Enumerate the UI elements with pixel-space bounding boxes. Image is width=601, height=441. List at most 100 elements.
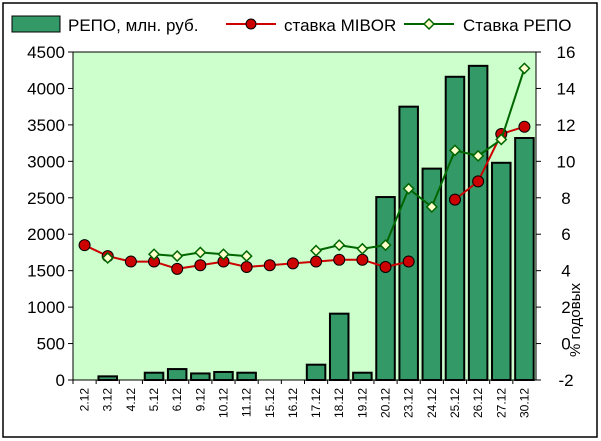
bar — [166, 368, 188, 382]
mibor-point — [333, 253, 346, 266]
legend-swatch-repo-rate-marker — [422, 17, 436, 31]
bar — [398, 105, 419, 382]
right-axis-tick-label: 0 — [561, 335, 570, 354]
x-axis-tick-label: 15.12 — [263, 388, 277, 418]
x-axis-tick-label: 3.12 — [101, 388, 115, 412]
plot-area — [72, 51, 537, 381]
x-axis-tick-label: 30.12 — [517, 388, 531, 418]
mibor-point — [286, 257, 299, 270]
bar — [421, 167, 443, 381]
x-axis-tick-label: 10.12 — [216, 388, 230, 418]
mibor-point — [448, 193, 461, 206]
x-axis-tick-label: 9.12 — [193, 388, 207, 412]
repo-rate-point — [379, 239, 392, 252]
mibor-point — [240, 261, 253, 274]
bar — [491, 161, 512, 381]
right-axis-tick-label: 10 — [557, 152, 576, 171]
x-axis-tick-label: 6.12 — [170, 388, 184, 412]
left-axis-tick-label: 500 — [37, 335, 65, 354]
repo-rate-point — [495, 133, 508, 146]
x-axis-tick-label: 17.12 — [309, 388, 323, 418]
x-axis-tick-label: 24.12 — [425, 388, 439, 418]
repo-rate-point — [194, 246, 207, 259]
repo-rate-point — [217, 248, 230, 261]
right-axis-tick-label: 8 — [561, 189, 570, 208]
repo-rate-point — [101, 251, 114, 264]
x-axis-tick-label: 5.12 — [147, 388, 161, 412]
legend-label-repo-volume: РЕПО, млн. руб. — [68, 16, 198, 35]
mibor-point — [78, 239, 91, 252]
mibor-point — [402, 255, 415, 268]
bar — [514, 137, 535, 381]
repo-rate-point — [425, 200, 438, 213]
legend-label-repo-rate: Ставка РЕПО — [463, 16, 571, 35]
repo-rate-point — [147, 248, 161, 261]
repo-rate-point — [240, 250, 253, 263]
left-axis: 0 500 1000 1500 2000 2500 3000 3500 4000 4500 — [27, 43, 73, 390]
bar — [190, 372, 211, 382]
repo-rate-point — [402, 182, 415, 195]
repo-rate-point — [333, 239, 346, 252]
repo-rate-point — [472, 149, 485, 162]
bar-series — [97, 64, 535, 382]
bar — [467, 64, 489, 382]
mibor-point — [124, 255, 137, 268]
x-axis-tick-label: 26.12 — [471, 388, 485, 418]
mibor-point — [379, 261, 392, 274]
mibor-point — [472, 175, 485, 188]
x-axis-tick-label: 16.12 — [286, 388, 300, 418]
bar — [305, 363, 327, 381]
left-axis-tick-label: 3500 — [27, 116, 65, 135]
x-axis-tick-label: 23.12 — [402, 388, 416, 418]
left-axis-tick-label: 1500 — [27, 262, 65, 281]
bar — [236, 371, 257, 382]
mibor-point — [263, 259, 276, 272]
bar — [143, 371, 165, 382]
x-axis: 2.12 3.12 4.12 5.12 6.12 9.12 10.12 11.12 15.12 1… — [72, 380, 531, 418]
left-axis-tick-label: 2500 — [27, 189, 65, 208]
right-axis-tick-label: 16 — [557, 43, 576, 62]
left-axis-tick-label: 4500 — [27, 43, 65, 62]
mibor-point — [194, 259, 207, 272]
bar — [213, 370, 234, 381]
left-axis-tick-label: 1000 — [27, 298, 65, 317]
legend-label-mibor: ставка MIBOR — [284, 16, 396, 35]
bar — [375, 196, 396, 381]
right-axis: -2 0 2 4 6 8 10 12 14 16 — [536, 43, 575, 390]
right-axis-tick-label: -2 — [558, 371, 573, 390]
legend-swatch-bar — [11, 15, 61, 33]
mibor-point — [171, 262, 184, 275]
x-axis-tick-label: 11.12 — [240, 388, 254, 417]
right-axis-tick-label: 12 — [557, 116, 576, 135]
repo-rate-point — [310, 244, 323, 257]
right-axis-tick-label: 2 — [561, 298, 570, 317]
repo-rate-point — [356, 242, 369, 255]
x-axis-tick-label: 19.12 — [355, 388, 369, 418]
line-series — [78, 62, 531, 275]
repo-rate-point — [518, 62, 531, 75]
bar — [328, 312, 350, 381]
left-axis-tick-label: 2000 — [27, 225, 65, 244]
x-axis-tick-label: 27.12 — [494, 388, 508, 418]
x-axis-tick-label: 25.12 — [448, 388, 462, 418]
mibor-point — [356, 253, 369, 266]
right-axis-tick-label: 6 — [561, 225, 570, 244]
repo-rate-point — [171, 250, 184, 263]
x-axis-tick-label: 2.12 — [78, 388, 92, 412]
x-axis-tick-label: 4.12 — [124, 388, 138, 412]
legend: РЕПО, млн. руб. ставка MIBOR Ставка РЕПО — [11, 15, 571, 35]
right-axis-label: % годовых — [567, 283, 584, 358]
left-axis-tick-label: 0 — [56, 371, 65, 390]
legend-swatch-mibor-marker — [245, 18, 257, 30]
right-axis-tick-label: 14 — [557, 79, 576, 98]
bar — [444, 75, 466, 381]
x-axis-tick-label: 18.12 — [332, 388, 346, 418]
left-axis-tick-label: 3000 — [27, 152, 65, 171]
right-axis-tick-label: 4 — [561, 262, 570, 281]
mibor-point — [310, 255, 323, 268]
bar — [97, 375, 118, 382]
bar — [352, 371, 373, 382]
mibor-point — [518, 120, 531, 133]
left-axis-tick-label: 4000 — [27, 79, 65, 98]
